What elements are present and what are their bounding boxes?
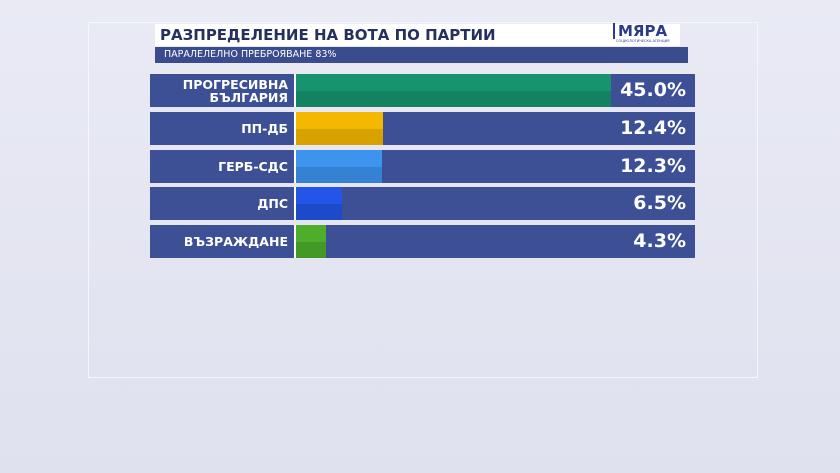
row-background <box>150 150 695 183</box>
bar-shade <box>296 167 383 183</box>
title-box <box>155 24 600 46</box>
separator <box>294 187 296 220</box>
row-background <box>150 225 695 258</box>
row-background <box>150 112 695 145</box>
logo-tagline: СОЦИОЛОГИЧЕСКА АГЕНЦИЯ <box>616 39 670 43</box>
category-label: ВЪЗРАЖДАНЕ <box>183 234 288 249</box>
bar-shade <box>296 91 611 107</box>
bar <box>296 150 383 183</box>
chart-subtitle: ПАРАЛЕЛЕЛНО ПРЕБРОЯВАНЕ 83% <box>164 49 337 60</box>
category-label: ПРОГРЕСИВНА БЪЛГАРИЯ <box>182 76 288 105</box>
row-background <box>150 187 695 220</box>
bar <box>296 74 611 107</box>
bar <box>296 112 383 145</box>
value-label: 45.0% <box>620 79 686 101</box>
subtitle-box <box>155 47 688 63</box>
logo-box <box>600 24 680 46</box>
value-label: 12.3% <box>620 155 686 177</box>
chart-title: РАЗПРЕДЕЛЕНИЕ НА ВОТА ПО ПАРТИИ <box>160 26 496 44</box>
bar <box>296 225 327 258</box>
separator <box>294 150 296 183</box>
category-label: ПП-ДБ <box>241 121 288 136</box>
separator <box>294 225 296 258</box>
bar-shade <box>296 129 383 145</box>
bar-shade <box>296 242 327 258</box>
panel-frame <box>88 22 758 378</box>
category-label: ДПС <box>257 196 288 211</box>
bar <box>296 187 342 220</box>
value-label: 12.4% <box>620 117 686 139</box>
separator <box>294 112 296 145</box>
category-label: ГЕРБ-СДС <box>218 159 288 174</box>
bar-shade <box>296 204 342 220</box>
value-label: 4.3% <box>633 230 686 252</box>
value-label: 6.5% <box>633 192 686 214</box>
separator <box>294 74 296 107</box>
logo: МЯРА <box>613 23 667 39</box>
